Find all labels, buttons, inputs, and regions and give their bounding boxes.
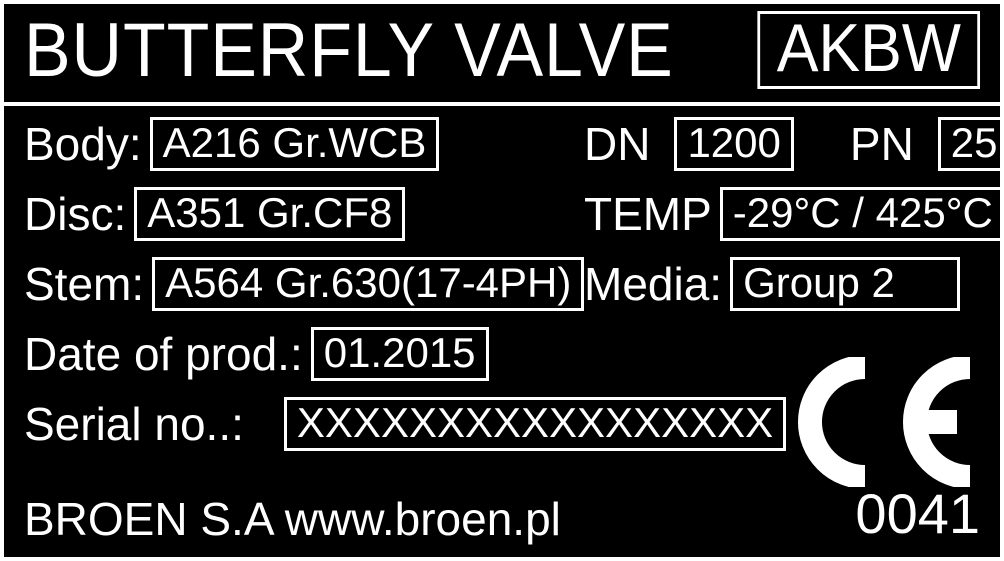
- temp-label: TEMP: [584, 187, 712, 241]
- disc-label: Disc:: [24, 187, 126, 241]
- temp-value: -29°C / 425°C: [720, 187, 1004, 241]
- serial-label: Serial no..:: [24, 397, 244, 451]
- ce-block: 0041: [770, 357, 980, 546]
- dn-label: DN: [584, 117, 650, 171]
- dn-value: 1200: [674, 117, 793, 171]
- date-label: Date of prod.:: [24, 327, 303, 381]
- pn-value: 25: [938, 117, 1004, 171]
- date-row: Date of prod.: 01.2015: [24, 326, 584, 382]
- dn-pn-row: DN 1200 PN 25: [584, 116, 984, 172]
- body-value: A216 Gr.WCB: [150, 117, 440, 171]
- media-label: Media:: [584, 257, 722, 311]
- ce-number: 0041: [770, 481, 980, 546]
- body-row: Body: A216 Gr.WCB: [24, 116, 584, 172]
- temp-row: TEMP -29°C / 425°C: [584, 186, 984, 242]
- serial-row: Serial no..: XXXXXXXXXXXXXXXXX: [24, 396, 584, 452]
- media-row: Media: Group 2: [584, 256, 984, 312]
- specs-area: Body: A216 Gr.WCB Disc: A351 Gr.CF8 Stem…: [4, 106, 1000, 554]
- disc-value: A351 Gr.CF8: [134, 187, 405, 241]
- model-code: AKBW: [757, 11, 980, 89]
- date-value: 01.2015: [311, 327, 489, 381]
- ce-mark-icon: [770, 357, 980, 487]
- left-column: Body: A216 Gr.WCB Disc: A351 Gr.CF8 Stem…: [24, 116, 584, 466]
- stem-row: Stem: A564 Gr.630(17-4PH): [24, 256, 584, 312]
- header-bar: BUTTERFLY VALVE AKBW: [4, 4, 1000, 106]
- stem-label: Stem:: [24, 257, 144, 311]
- serial-value: XXXXXXXXXXXXXXXXX: [284, 397, 786, 451]
- company-info: BROEN S.A www.broen.pl: [24, 492, 561, 546]
- product-title: BUTTERFLY VALVE: [24, 7, 674, 94]
- media-value: Group 2: [730, 257, 960, 311]
- body-label: Body:: [24, 117, 142, 171]
- right-column: DN 1200 PN 25 TEMP -29°C / 425°C Media: …: [584, 116, 984, 326]
- nameplate: BUTTERFLY VALVE AKBW Body: A216 Gr.WCB D…: [4, 4, 1000, 557]
- pn-label: PN: [850, 117, 914, 171]
- disc-row: Disc: A351 Gr.CF8: [24, 186, 584, 242]
- stem-value: A564 Gr.630(17-4PH): [152, 257, 584, 311]
